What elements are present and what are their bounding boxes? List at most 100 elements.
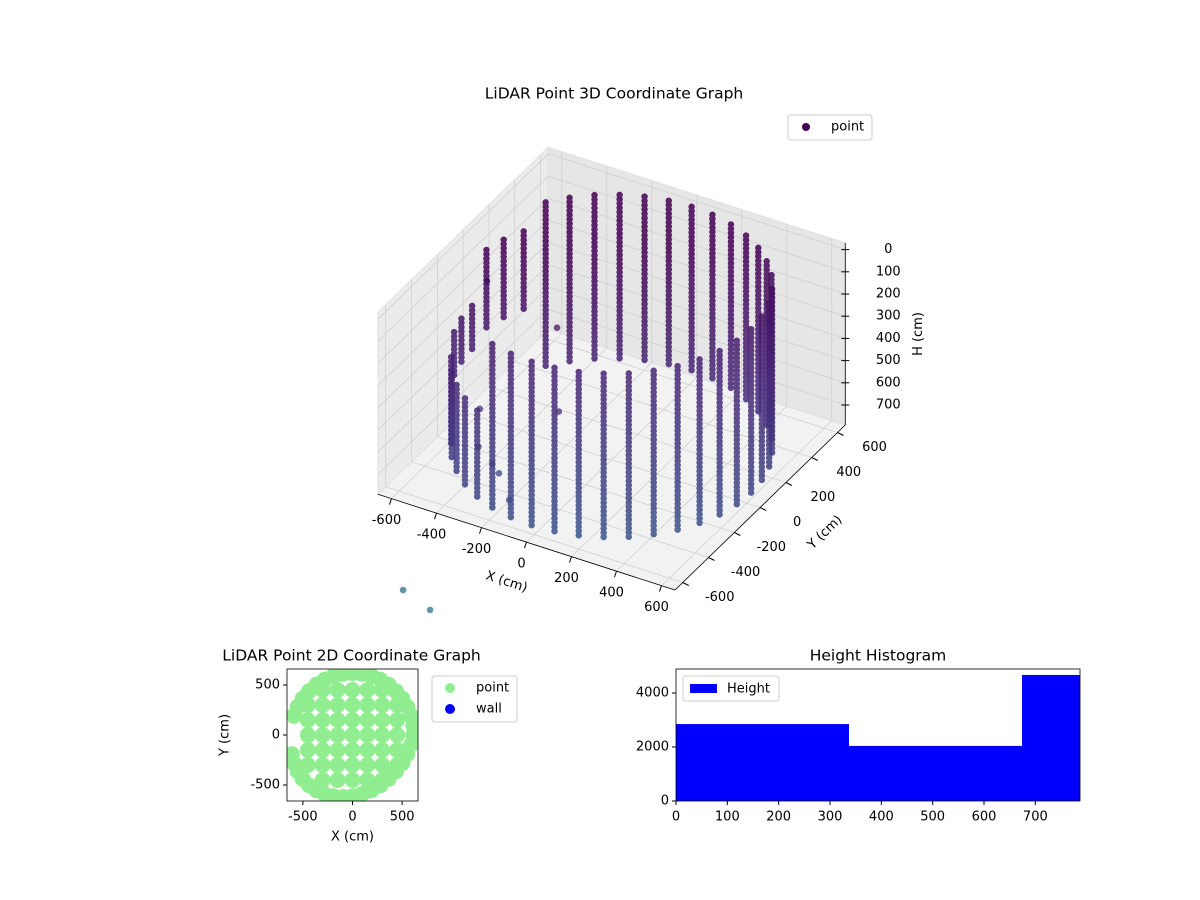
point [314,742,331,758]
point [389,742,406,758]
point [314,697,331,713]
point [359,697,376,713]
legend-label: point [476,681,509,696]
point [299,697,316,713]
point [344,682,361,698]
x-tick-label: -600 [372,513,402,528]
z-tick-label: 700 [876,398,901,413]
tick-mark [434,512,437,520]
grid-line [411,461,709,558]
point [314,727,331,743]
point [359,757,376,773]
z-tick-label: 500 [876,353,901,368]
point [329,697,346,713]
y-tick-label: 400 [836,465,861,480]
point [495,470,503,477]
point [314,682,331,698]
tick-mark [524,541,527,549]
y-tick-label: -200 [757,540,787,555]
point [359,727,376,743]
point [344,712,361,728]
x-tick-label: 600 [972,810,997,825]
legend-marker [690,684,717,693]
tick-mark [659,585,662,592]
z-tick-label: 600 [876,375,901,390]
tick-mark [811,457,818,461]
point [359,712,376,728]
point [287,707,302,724]
legend-label: Height [727,682,770,697]
point [374,682,391,698]
z-tick-label: 200 [876,287,901,302]
point [344,697,361,713]
x-tick-label: 100 [715,810,740,825]
chart-title: Height Histogram [810,647,947,665]
point [329,682,346,698]
z-tick-label: 0 [884,242,892,257]
z-tick-label: 100 [876,264,901,279]
tick-mark [759,507,767,511]
point [344,772,361,788]
grid-line [377,309,549,475]
grid-line [548,220,846,317]
plot-frame [675,668,1081,802]
tick-mark [837,432,844,436]
chart-title: LiDAR Point 3D Coordinate Graph [485,85,743,103]
x-axis-label: X (cm) [331,830,374,845]
legend-label: point [831,120,864,135]
x-tick-label: 300 [818,810,843,825]
x-tick-label: -500 [288,810,318,825]
y-tick-label: 600 [862,440,887,455]
point [389,727,406,743]
z-tick-label: 400 [876,331,901,346]
grid-line [540,336,838,433]
grid-line [377,153,549,320]
point [359,742,376,758]
x-tick-label: 700 [1023,810,1048,825]
bar [1021,674,1080,801]
y-tick-label: 0 [793,515,801,530]
legend-marker [445,704,455,714]
x-tick-label: 500 [390,810,415,825]
bar [676,724,849,801]
point [344,757,361,773]
point [329,712,346,728]
point [329,772,346,788]
grid-line [548,175,846,273]
y-tick-label: -400 [731,565,761,580]
point [329,742,346,758]
x-tick-label: -200 [462,542,492,557]
grid-line [377,198,549,364]
grid-line [377,286,549,453]
x-tick-label: 0 [517,557,525,572]
z-axis-label: H (cm) [911,312,926,356]
point [299,757,316,773]
plot-area [676,674,1080,801]
x-tick-label: -400 [417,528,447,543]
point [344,742,361,758]
tick-mark [614,570,617,578]
point [299,742,316,758]
point [399,586,407,594]
y-tick-label: -600 [705,590,735,605]
legend-box [787,114,873,141]
x-tick-label: 500 [920,810,945,825]
y-tick-label: 0 [272,728,280,743]
y-tick-label: 200 [811,490,836,505]
point [314,757,331,773]
point [359,772,376,788]
point [299,712,316,728]
tick-mark [708,557,715,561]
legend-box [682,675,780,702]
point [314,772,331,788]
y-tick-label: 500 [255,678,280,693]
tick-mark [734,532,741,536]
point [374,772,391,788]
grid-line [548,264,846,362]
point [344,727,361,743]
x-tick-label: 400 [869,810,894,825]
point [374,742,391,758]
z-tick-label: 300 [876,309,901,324]
tick-mark [785,482,793,486]
point [374,712,391,728]
